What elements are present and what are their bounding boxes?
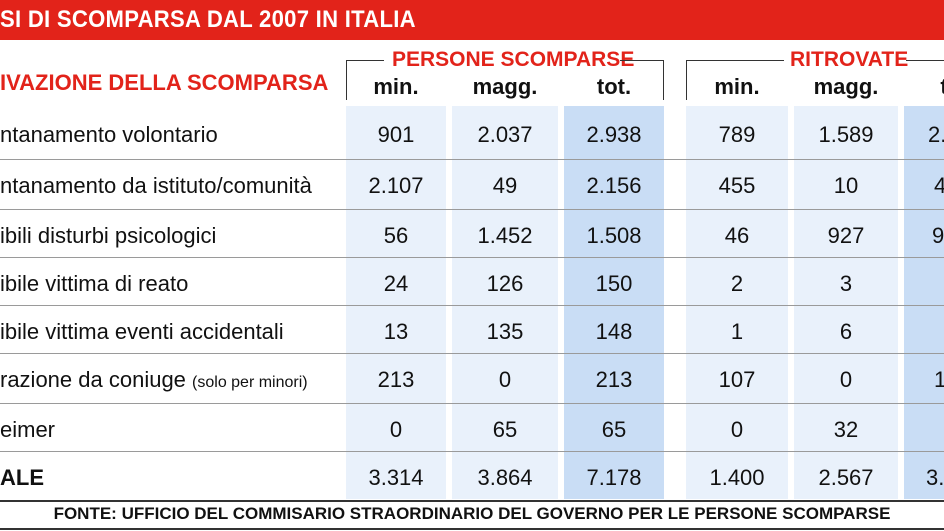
cell-p-tot: 148 bbox=[595, 319, 633, 344]
source-note: FONTE: UFFICIO DEL COMMISARIO STRAORDINA… bbox=[53, 504, 891, 523]
cell-r-tot: 4 bbox=[934, 173, 944, 198]
cell-r-tot: 2. bbox=[928, 122, 944, 147]
cell-p-min: 2.107 bbox=[368, 173, 424, 198]
col-head-p-magg: magg. bbox=[472, 74, 538, 99]
cell-p-min: 24 bbox=[383, 271, 409, 296]
col-head-r-min: min. bbox=[714, 74, 760, 99]
cell-r-min: 1 bbox=[730, 319, 744, 344]
source-divider bbox=[0, 500, 944, 502]
cell-r-magg: 10 bbox=[833, 173, 859, 198]
cell-p-min: 56 bbox=[383, 223, 409, 248]
cell-p-min: 13 bbox=[383, 319, 409, 344]
cell-p-tot: 213 bbox=[595, 367, 633, 392]
table-row-total: ALE 3.314 3.864 7.178 1.400 2.567 3. bbox=[0, 451, 944, 499]
row-label: ntanamento volontario bbox=[0, 122, 218, 147]
col-bg-p-tot bbox=[564, 106, 664, 499]
table-row: ntanamento volontario 901 2.037 2.938 78… bbox=[0, 108, 944, 156]
cell-p-tot: 7.178 bbox=[586, 465, 642, 490]
cell-r-tot: 1 bbox=[934, 367, 944, 392]
table-row: ibile vittima eventi accidentali 13 135 … bbox=[0, 305, 944, 353]
cell-p-min: 0 bbox=[389, 417, 403, 442]
group-vline-persone-right bbox=[663, 60, 664, 100]
row-divider bbox=[0, 159, 944, 160]
cell-p-tot: 65 bbox=[601, 417, 627, 442]
table-row: eimer 0 65 65 0 32 bbox=[0, 403, 944, 451]
row-divider bbox=[0, 451, 944, 452]
cell-p-magg: 49 bbox=[492, 173, 518, 198]
cell-p-min: 213 bbox=[377, 367, 415, 392]
row-label: razione da coniuge (solo per minori) bbox=[0, 367, 308, 392]
col-bg-p-min bbox=[346, 106, 446, 499]
cell-r-magg: 2.567 bbox=[818, 465, 874, 490]
group-line-ritrovate-right bbox=[906, 60, 944, 61]
row-divider bbox=[0, 209, 944, 210]
table-row: ibili disturbi psicologici 56 1.452 1.50… bbox=[0, 209, 944, 257]
cell-r-magg: 0 bbox=[839, 367, 853, 392]
row-label: ibile vittima di reato bbox=[0, 271, 189, 296]
cell-p-magg: 0 bbox=[498, 367, 512, 392]
cell-p-magg: 135 bbox=[486, 319, 524, 344]
cell-p-magg: 3.864 bbox=[477, 465, 533, 490]
motive-header: IVAZIONE DELLA SCOMPARSA bbox=[0, 70, 329, 95]
cell-r-min: 2 bbox=[730, 271, 744, 296]
cell-r-tot bbox=[932, 403, 942, 451]
cell-r-tot bbox=[932, 305, 944, 353]
group-line-persone-right bbox=[620, 60, 664, 61]
cell-r-tot bbox=[932, 257, 944, 305]
row-label: ntanamento da istituto/comunità bbox=[0, 173, 312, 198]
table-row: ntanamento da istituto/comunità 2.107 49… bbox=[0, 159, 944, 207]
cell-p-min: 901 bbox=[377, 122, 415, 147]
cell-p-magg: 65 bbox=[492, 417, 518, 442]
group-title-ritrovate: RITROVATE bbox=[790, 48, 909, 71]
table-row: razione da coniuge (solo per minori) 213… bbox=[0, 353, 944, 401]
group-line-ritrovate-left bbox=[686, 60, 784, 61]
group-vline-ritrovate-left bbox=[686, 60, 687, 100]
cell-r-tot: 9 bbox=[932, 223, 944, 248]
cell-r-magg: 32 bbox=[833, 417, 859, 442]
cell-r-min: 455 bbox=[718, 173, 756, 198]
cell-r-magg: 6 bbox=[839, 319, 853, 344]
col-head-r-magg: magg. bbox=[813, 74, 879, 99]
row-divider bbox=[0, 305, 944, 306]
title-bar: SI DI SCOMPARSA DAL 2007 IN ITALIA bbox=[0, 0, 944, 40]
cell-p-tot: 2.156 bbox=[586, 173, 642, 198]
cell-p-min: 3.314 bbox=[368, 465, 424, 490]
group-title-persone: PERSONE SCOMPARSE bbox=[392, 48, 635, 71]
cell-p-magg: 1.452 bbox=[477, 223, 533, 248]
page-title: SI DI SCOMPARSA DAL 2007 IN ITALIA bbox=[0, 6, 416, 33]
cell-r-min: 789 bbox=[718, 122, 756, 147]
cell-r-min: 107 bbox=[718, 367, 756, 392]
cell-r-tot: 3. bbox=[926, 465, 944, 490]
table-row: ibile vittima di reato 24 126 150 2 3 bbox=[0, 257, 944, 305]
cell-r-min: 0 bbox=[730, 417, 744, 442]
bottom-divider bbox=[0, 528, 944, 530]
row-divider bbox=[0, 353, 944, 354]
cell-p-magg: 2.037 bbox=[477, 122, 533, 147]
col-head-p-min: min. bbox=[373, 74, 419, 99]
cell-p-magg: 126 bbox=[486, 271, 524, 296]
cell-p-tot: 1.508 bbox=[586, 223, 642, 248]
col-bg-r-magg bbox=[794, 106, 898, 499]
col-head-p-tot: tot. bbox=[596, 74, 632, 99]
cell-p-tot: 150 bbox=[595, 271, 633, 296]
row-label: eimer bbox=[0, 417, 56, 442]
row-divider bbox=[0, 257, 944, 258]
row-label-total: ALE bbox=[0, 465, 44, 490]
col-bg-r-min bbox=[686, 106, 788, 499]
group-vline-persone-left bbox=[346, 60, 347, 100]
col-head-r-tot: t bbox=[940, 74, 944, 99]
col-bg-p-magg bbox=[452, 106, 558, 499]
cell-r-magg: 3 bbox=[839, 271, 853, 296]
cell-r-magg: 1.589 bbox=[818, 122, 874, 147]
cell-p-tot: 2.938 bbox=[586, 122, 642, 147]
group-line-persone-left bbox=[346, 60, 384, 61]
col-bg-r-tot bbox=[904, 106, 944, 499]
row-label: ibile vittima eventi accidentali bbox=[0, 319, 284, 344]
row-divider bbox=[0, 403, 944, 404]
cell-r-min: 46 bbox=[724, 223, 750, 248]
row-label: ibili disturbi psicologici bbox=[0, 223, 217, 248]
cell-r-magg: 927 bbox=[827, 223, 865, 248]
cell-r-min: 1.400 bbox=[709, 465, 765, 490]
